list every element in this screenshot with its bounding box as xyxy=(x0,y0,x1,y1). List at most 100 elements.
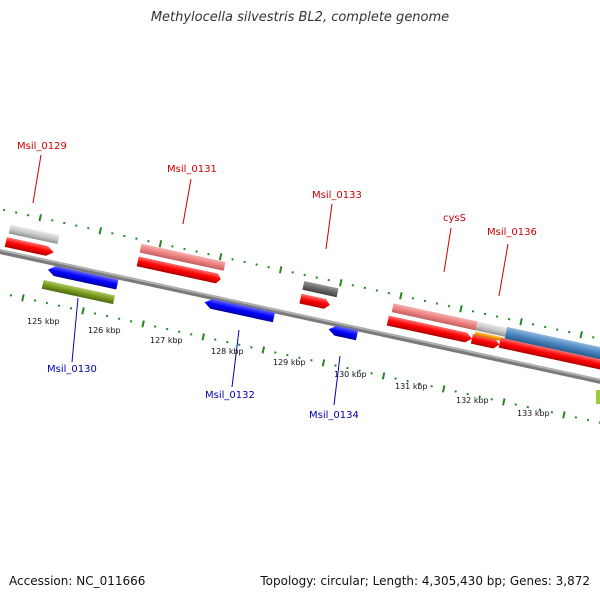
gene-label-msil-0136[interactable]: Msil_0136 xyxy=(487,227,537,238)
gene-msil-0131-gene[interactable] xyxy=(139,243,226,271)
upper-row-minor-tick xyxy=(471,310,475,313)
upper-row-minor-tick xyxy=(315,276,318,279)
lower-row-major-tick xyxy=(441,385,446,393)
gene-msil-0129-gene[interactable] xyxy=(8,224,60,245)
lower-row-minor-tick xyxy=(466,392,469,396)
lower-row-minor-tick xyxy=(274,351,277,354)
lower-row-major-tick xyxy=(141,320,145,328)
upper-row-minor-tick xyxy=(387,291,391,295)
lower-row-minor-tick xyxy=(250,346,253,349)
lower-row-minor-tick xyxy=(298,356,301,359)
gene-msil-0130-cds[interactable] xyxy=(47,265,119,290)
lower-row-minor-tick xyxy=(190,333,193,336)
upper-row-minor-tick xyxy=(2,208,6,212)
lower-row-major-tick xyxy=(261,346,266,354)
upper-row-minor-tick xyxy=(135,237,138,240)
gene-msil-0131-cds[interactable] xyxy=(136,256,222,284)
upper-row-minor-tick xyxy=(303,273,306,277)
upper-row-minor-tick xyxy=(111,232,114,235)
lower-row-minor-tick xyxy=(105,314,109,318)
gene-msil-0133-gene[interactable] xyxy=(302,281,339,298)
lower-row-minor-tick xyxy=(93,312,97,315)
upper-row-minor-tick xyxy=(411,297,415,300)
gene-label-msil-0134[interactable]: Msil_0134 xyxy=(309,410,359,421)
gene-label-msil-0129[interactable]: Msil_0129 xyxy=(17,141,67,152)
gene-label-cyss[interactable]: cysS xyxy=(443,213,466,224)
gene-msil-0132-cds[interactable] xyxy=(203,298,275,323)
upper-row-minor-tick xyxy=(75,224,78,227)
lower-row-major-tick xyxy=(201,333,205,341)
gene-msil-0135-misc-feature[interactable] xyxy=(474,331,505,342)
lower-row-minor-tick xyxy=(454,390,457,393)
gene-msil-0135-cds[interactable] xyxy=(470,333,500,350)
upper-row-minor-tick xyxy=(27,213,30,217)
genome-track xyxy=(0,208,600,424)
scale-label-130kbp: 130 kbp xyxy=(334,370,367,379)
upper-row-minor-tick xyxy=(363,286,367,290)
upper-row-minor-tick xyxy=(435,302,439,305)
lower-row-minor-tick xyxy=(490,398,493,401)
scale-label-129kbp: 129 kbp xyxy=(273,358,306,367)
lower-row-minor-tick xyxy=(310,359,313,362)
lower-row-minor-tick xyxy=(394,377,397,380)
gene-label-msil-0130[interactable]: Msil_0130 xyxy=(47,364,97,375)
lower-row-minor-tick xyxy=(586,418,590,422)
upper-row-major-tick xyxy=(339,279,343,287)
upper-row-minor-tick xyxy=(507,317,511,321)
gene-msil-0134-cds[interactable] xyxy=(328,324,359,341)
lower-row-minor-tick xyxy=(550,411,554,414)
upper-row-major-tick xyxy=(459,305,463,313)
upper-row-minor-tick xyxy=(327,278,330,282)
gene-cyss-gene[interactable] xyxy=(391,303,478,331)
lower-row-minor-tick xyxy=(358,369,361,372)
lower-row-minor-tick xyxy=(430,385,433,388)
gene-label-msil-0132[interactable]: Msil_0132 xyxy=(205,390,255,401)
lower-row-minor-tick xyxy=(334,364,337,367)
lower-row-major-tick xyxy=(21,294,25,302)
upper-row-major-tick xyxy=(158,240,163,248)
upper-row-minor-tick xyxy=(63,221,66,225)
upper-tick-row xyxy=(2,208,595,339)
lower-row-minor-tick xyxy=(33,299,37,302)
upper-row-minor-tick xyxy=(207,252,210,256)
gene-partial-right-edge[interactable] xyxy=(596,390,600,404)
upper-row-minor-tick xyxy=(14,211,18,214)
upper-row-minor-tick xyxy=(183,247,186,251)
lower-row-minor-tick xyxy=(286,353,289,357)
gene-label-msil-0131[interactable]: Msil_0131 xyxy=(167,164,217,175)
gene-label-msil-0133[interactable]: Msil_0133 xyxy=(312,190,362,201)
lower-row-minor-tick xyxy=(165,327,169,331)
lower-row-minor-tick xyxy=(370,372,373,375)
gene-cyss-cds[interactable] xyxy=(386,315,473,344)
accession-text: Accession: NC_011666 xyxy=(9,574,146,588)
gene-msil-0130-gene[interactable] xyxy=(41,279,116,305)
gene-msil-0135-gene[interactable] xyxy=(475,321,507,337)
genome-summary-text: Topology: circular; Length: 4,305,430 bp… xyxy=(260,574,590,588)
upper-row-minor-tick xyxy=(351,284,354,287)
lower-row-minor-tick xyxy=(346,366,349,370)
lower-row-minor-tick xyxy=(177,330,181,333)
lower-row-minor-tick xyxy=(129,320,133,323)
upper-row-minor-tick xyxy=(123,234,126,238)
upper-row-minor-tick xyxy=(447,304,451,308)
lower-row-minor-tick xyxy=(526,405,530,409)
scale-label-127kbp: 127 kbp xyxy=(150,336,183,345)
gene-msil-0129-cds[interactable] xyxy=(4,237,55,257)
lower-row-minor-tick xyxy=(538,408,542,411)
upper-row-minor-tick xyxy=(87,226,90,230)
map-title: Methylocella silvestris BL2, complete ge… xyxy=(150,10,450,25)
scale-label-128kbp: 128 kbp xyxy=(211,347,244,356)
lower-row-minor-tick xyxy=(406,379,409,383)
lower-row-minor-tick xyxy=(574,416,578,419)
upper-row-major-tick xyxy=(519,318,523,326)
gene-msil-0133-cds[interactable] xyxy=(299,293,330,310)
upper-row-minor-tick xyxy=(568,330,571,334)
gene-msil-0136-cds[interactable] xyxy=(498,337,600,373)
upper-row-minor-tick xyxy=(255,263,258,266)
upper-row-minor-tick xyxy=(543,325,547,329)
gene-msil-0136-gene[interactable] xyxy=(504,326,600,365)
upper-row-minor-tick xyxy=(195,250,198,253)
upper-row-minor-tick xyxy=(531,323,535,326)
lower-tick-row xyxy=(0,291,600,424)
lower-row-major-tick xyxy=(381,372,386,380)
